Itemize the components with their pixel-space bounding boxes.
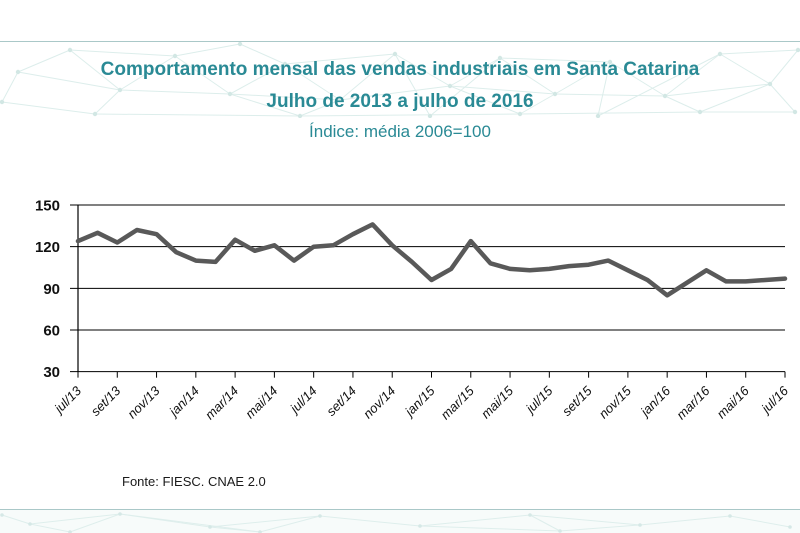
y-axis-tick-label: 30: [43, 364, 60, 381]
mesh-node: [418, 524, 422, 528]
mesh-node: [767, 81, 773, 87]
x-axis-tick-label: mai/14: [242, 383, 280, 421]
x-axis-tick-label: nov/13: [124, 383, 163, 422]
mesh-node: [717, 51, 723, 57]
top-divider: [0, 41, 800, 42]
mesh-line: [559, 524, 641, 532]
mesh-line: [119, 513, 211, 528]
mesh-node: [788, 525, 792, 529]
chart-subtitle: Julho de 2013 a julho de 2016: [266, 91, 534, 112]
x-axis-tick-label: nov/15: [596, 383, 635, 422]
decorative-network-pattern-bottom: [0, 510, 800, 533]
series-line: [75, 222, 788, 298]
mesh-line: [1, 514, 31, 525]
x-axis-tick-label: mai/15: [478, 383, 517, 422]
chart-title: Comportamento mensal das vendas industri…: [100, 59, 700, 80]
mesh-node: [318, 514, 322, 518]
x-axis-tick-label: mar/16: [673, 383, 713, 423]
mesh-line: [209, 515, 321, 528]
mesh-node: [558, 529, 562, 533]
x-axis-tick-label: mar/15: [438, 383, 478, 423]
mesh-node: [447, 83, 453, 89]
network-mesh-icon: [0, 512, 792, 533]
mesh-line: [719, 49, 799, 55]
y-axis-tick-label: 90: [43, 281, 60, 298]
x-axis-tick-label: mai/16: [714, 383, 753, 422]
mesh-line: [119, 513, 261, 533]
mesh-node: [528, 513, 532, 517]
mesh-node: [0, 513, 4, 517]
mesh-line: [419, 514, 531, 527]
x-axis-tick-label: set/13: [88, 383, 124, 419]
bottom-divider: [0, 509, 800, 510]
mesh-line: [29, 523, 71, 533]
source-note: Fonte: FIESC. CNAE 2.0: [122, 474, 266, 489]
mesh-node: [297, 113, 303, 118]
x-axis-tick-label: jul/14: [286, 383, 320, 417]
mesh-line: [259, 515, 321, 533]
x-axis-tick-label: set/14: [323, 383, 359, 419]
mesh-node: [118, 512, 122, 516]
x-axis-tick-label: nov/14: [360, 383, 398, 421]
mesh-node: [638, 523, 642, 527]
y-axis-tick-label: 60: [43, 323, 60, 340]
mesh-line: [319, 515, 421, 527]
mesh-line: [419, 525, 561, 532]
mesh-node: [728, 514, 732, 518]
y-axis-tick-label: 120: [35, 239, 60, 256]
mesh-line: [529, 514, 561, 532]
mesh-line: [29, 513, 121, 525]
chart-index-note: Índice: média 2006=100: [309, 122, 491, 141]
x-axis-tick-label: jan/14: [165, 383, 202, 420]
mesh-line: [529, 514, 641, 526]
x-axis-tick-label: jul/16: [757, 383, 792, 418]
mesh-line: [639, 515, 731, 526]
mesh-node: [427, 113, 433, 118]
mesh-line: [299, 113, 521, 117]
mesh-node: [795, 47, 800, 53]
mesh-node: [67, 47, 73, 53]
x-axis-tick-label: jul/13: [50, 383, 85, 418]
x-axis-tick-label: mar/14: [202, 383, 241, 422]
mesh-node: [172, 53, 178, 59]
x-axis-tick-label: set/15: [559, 383, 595, 419]
mesh-node: [392, 51, 398, 57]
mesh-node: [237, 42, 243, 47]
mesh-line: [729, 515, 791, 528]
x-axis-tick-label: jan/15: [401, 383, 439, 421]
mesh-line: [69, 513, 121, 533]
y-axis-tick-label: 150: [35, 198, 60, 215]
mesh-line: [94, 113, 301, 117]
mesh-line: [209, 526, 261, 533]
x-axis-tick-label: jul/15: [521, 383, 556, 418]
chart-area: 150 120 90 60 30 jul/13 set/13 nov/13 jan/14 mar/…: [0, 185, 800, 460]
mesh-line: [174, 43, 241, 57]
mesh-node: [208, 525, 212, 529]
mesh-node: [595, 113, 601, 118]
x-axis-tick-label: jan/16: [636, 383, 674, 421]
mesh-node: [28, 522, 32, 526]
mesh-line: [69, 49, 176, 57]
